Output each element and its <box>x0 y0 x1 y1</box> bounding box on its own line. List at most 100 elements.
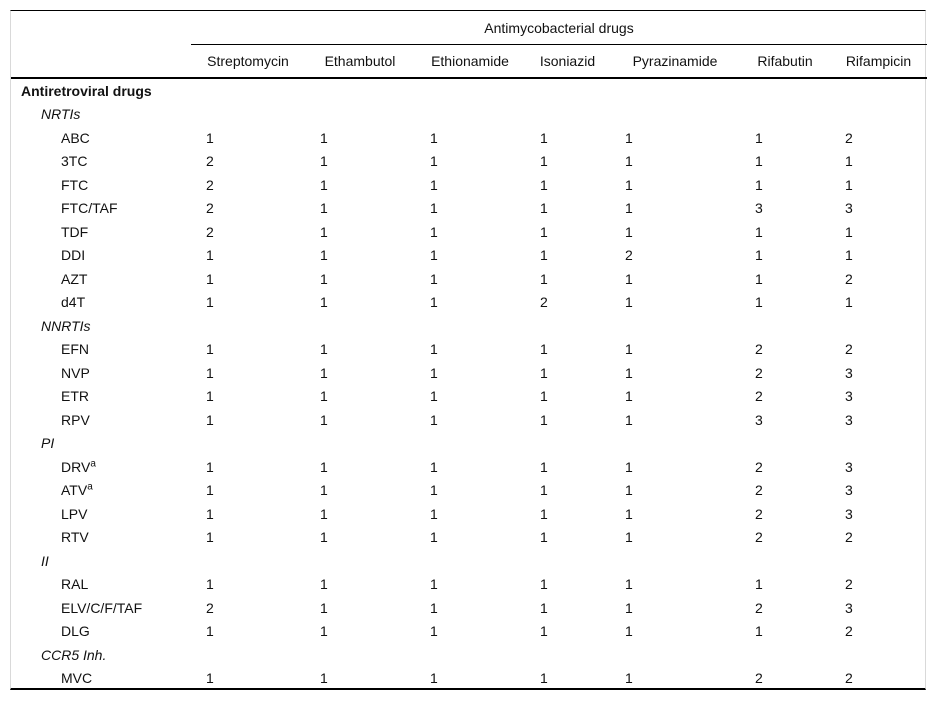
table-row: RTV 1 1 1 1 1 2 2 <box>11 526 927 550</box>
value-cell: 1 <box>206 341 214 358</box>
section-label: NRTIs <box>41 106 81 123</box>
value-cell: 1 <box>320 364 328 381</box>
table-row: NVP 1 1 1 1 1 2 3 <box>11 361 927 385</box>
table: Antimycobacterial drugs Streptomycin Eth… <box>11 11 927 690</box>
value-cell: 3 <box>755 411 763 428</box>
value-cell: 1 <box>625 341 633 358</box>
value-cell: 1 <box>625 599 633 616</box>
value-cell: 1 <box>540 411 548 428</box>
value-cell: 1 <box>540 670 548 687</box>
table-row: FTC/TAF 2 1 1 1 1 3 3 <box>11 197 927 221</box>
section-label: NNRTIs <box>41 317 91 334</box>
table-row: FTC 2 1 1 1 1 1 1 <box>11 173 927 197</box>
value-cell: 1 <box>320 623 328 640</box>
value-cell: 2 <box>755 670 763 687</box>
value-cell: 1 <box>755 223 763 240</box>
value-cell: 3 <box>845 505 853 522</box>
section-label-row: NNRTIs <box>11 314 927 338</box>
value-cell: 1 <box>206 411 214 428</box>
value-cell: 1 <box>430 200 438 217</box>
value-cell: 1 <box>320 505 328 522</box>
value-cell: 2 <box>540 294 548 311</box>
value-cell: 1 <box>540 576 548 593</box>
value-cell: 2 <box>755 458 763 475</box>
value-cell: 2 <box>206 176 214 193</box>
column-header-isoniazid: Isoniazid <box>525 44 610 79</box>
value-cell: 1 <box>625 411 633 428</box>
value-cell: 1 <box>755 270 763 287</box>
value-cell: 1 <box>206 482 214 499</box>
value-cell: 2 <box>845 129 853 146</box>
value-cell: 1 <box>430 294 438 311</box>
value-cell: 1 <box>540 623 548 640</box>
value-cell: 2 <box>206 153 214 170</box>
drug-name-cell: DLG <box>61 623 90 640</box>
drug-interaction-table: Antimycobacterial drugs Streptomycin Eth… <box>10 10 927 690</box>
value-cell: 1 <box>320 200 328 217</box>
column-header-rifabutin: Rifabutin <box>740 44 830 79</box>
value-cell: 2 <box>755 482 763 499</box>
value-cell: 2 <box>755 388 763 405</box>
value-cell: 3 <box>755 200 763 217</box>
value-cell: 1 <box>755 294 763 311</box>
value-cell: 1 <box>540 247 548 264</box>
value-cell: 1 <box>320 247 328 264</box>
value-cell: 2 <box>845 270 853 287</box>
value-cell: 1 <box>206 670 214 687</box>
drug-name-cell: DDI <box>61 247 86 264</box>
table-row: LPV 1 1 1 1 1 2 3 <box>11 502 927 526</box>
value-cell: 3 <box>845 458 853 475</box>
value-cell: 1 <box>625 294 633 311</box>
drug-name-cell: ELV/C/F/TAF <box>61 599 143 616</box>
section-label-row: II <box>11 549 927 573</box>
value-cell: 3 <box>845 411 853 428</box>
footnote-marker: a <box>90 458 96 470</box>
drug-name-cell: LPV <box>61 505 88 522</box>
value-cell: 1 <box>320 294 328 311</box>
value-cell: 1 <box>540 129 548 146</box>
value-cell: 1 <box>625 458 633 475</box>
value-cell: 1 <box>430 505 438 522</box>
value-cell: 1 <box>320 341 328 358</box>
drug-name-cell: EFN <box>61 341 89 358</box>
drug-name-cell: MVC <box>61 670 93 687</box>
column-header-pyrazinamide: Pyrazinamide <box>610 44 740 79</box>
value-cell: 1 <box>430 223 438 240</box>
column-header-streptomycin: Streptomycin <box>191 44 305 79</box>
value-cell: 1 <box>755 129 763 146</box>
value-cell: 1 <box>430 482 438 499</box>
drug-name-cell: DRVa <box>61 458 96 475</box>
drug-name-cell: TDF <box>61 223 89 240</box>
value-cell: 1 <box>625 505 633 522</box>
value-cell: 1 <box>755 623 763 640</box>
value-cell: 1 <box>625 200 633 217</box>
value-cell: 1 <box>430 529 438 546</box>
value-cell: 1 <box>540 341 548 358</box>
empty-header-cell <box>11 44 191 79</box>
table-row: ATVa 1 1 1 1 1 2 3 <box>11 479 927 503</box>
value-cell: 1 <box>625 153 633 170</box>
value-cell: 1 <box>320 411 328 428</box>
value-cell: 1 <box>625 576 633 593</box>
table-row: DLG 1 1 1 1 1 1 2 <box>11 620 927 644</box>
value-cell: 1 <box>430 247 438 264</box>
value-cell: 1 <box>206 576 214 593</box>
drug-name-cell: ABC <box>61 129 90 146</box>
value-cell: 1 <box>430 670 438 687</box>
group-header-label: Antiretroviral drugs <box>21 82 152 99</box>
drug-name-cell: NVP <box>61 364 90 381</box>
value-cell: 1 <box>206 129 214 146</box>
value-cell: 1 <box>320 482 328 499</box>
value-cell: 1 <box>755 176 763 193</box>
table-row: TDF 2 1 1 1 1 1 1 <box>11 220 927 244</box>
table-row: RPV 1 1 1 1 1 3 3 <box>11 408 927 432</box>
value-cell: 1 <box>320 529 328 546</box>
value-cell: 1 <box>320 599 328 616</box>
value-cell: 2 <box>206 599 214 616</box>
value-cell: 2 <box>845 576 853 593</box>
value-cell: 2 <box>625 247 633 264</box>
value-cell: 2 <box>755 341 763 358</box>
value-cell: 1 <box>755 153 763 170</box>
value-cell: 1 <box>540 153 548 170</box>
value-cell: 2 <box>845 623 853 640</box>
